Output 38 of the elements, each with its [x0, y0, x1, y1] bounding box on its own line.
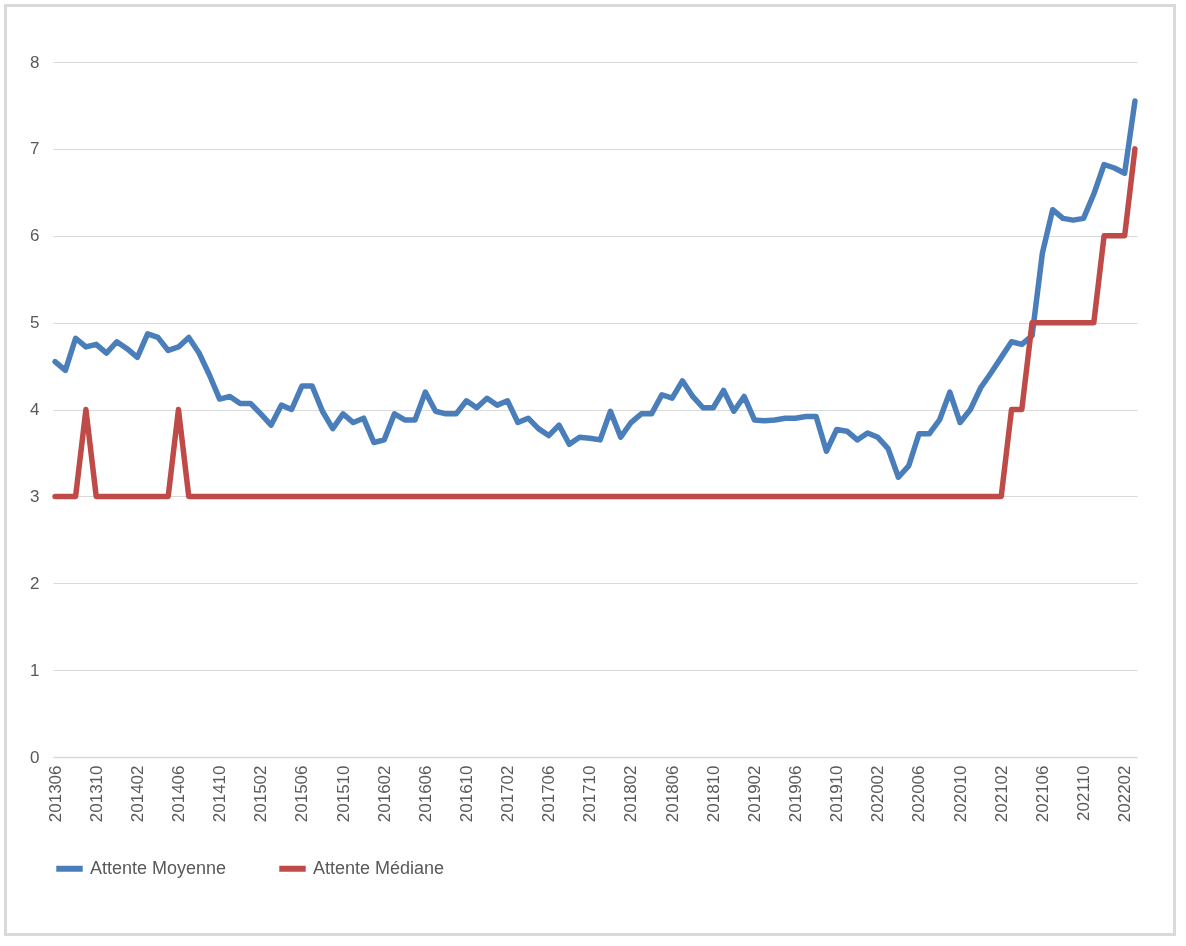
- x-tick-label: 202110: [1074, 765, 1094, 821]
- legend-label: Attente Médiane: [313, 857, 445, 878]
- x-tick-label: 202106: [1032, 765, 1052, 823]
- x-tick-label: 201906: [786, 765, 806, 823]
- y-tick-label: 3: [30, 486, 40, 506]
- x-tick-label: 202102: [991, 765, 1011, 823]
- y-tick-label: 0: [30, 747, 40, 767]
- x-tick-label: 201306: [45, 765, 65, 823]
- x-tick-label: 202010: [950, 765, 970, 823]
- x-tick-label: 202006: [909, 765, 929, 823]
- x-tick-label: 201502: [251, 765, 271, 823]
- x-tick-label: 201310: [86, 765, 106, 823]
- x-tick-label: 201710: [580, 765, 600, 823]
- x-tick-label: 201402: [127, 765, 147, 823]
- x-tick-label: 201510: [333, 765, 353, 823]
- x-tick-label: 201702: [498, 765, 518, 823]
- x-tick-label: 201706: [539, 765, 559, 823]
- y-tick-label: 6: [30, 226, 40, 246]
- x-tick-label: 201506: [292, 765, 312, 823]
- y-tick-label: 1: [30, 660, 40, 680]
- y-tick-label: 8: [30, 52, 40, 72]
- x-tick-label: 201406: [168, 765, 188, 823]
- x-tick-label: 201610: [456, 765, 476, 823]
- x-tick-label: 201802: [621, 765, 641, 823]
- x-tick-label: 201606: [415, 765, 435, 823]
- x-tick-label: 201910: [827, 765, 847, 823]
- x-tick-label: 201810: [703, 765, 723, 823]
- legend-label: Attente Moyenne: [90, 857, 227, 878]
- y-tick-label: 4: [30, 400, 40, 419]
- y-tick-label: 5: [30, 313, 40, 333]
- x-tick-label: 202002: [868, 765, 888, 823]
- x-tick-label: 202202: [1115, 765, 1135, 823]
- y-tick-label: 7: [30, 139, 40, 159]
- x-tick-label: 201410: [210, 765, 230, 823]
- x-tick-label: 201902: [744, 765, 764, 823]
- y-tick-label: 2: [30, 573, 40, 593]
- x-tick-label: 201806: [662, 765, 682, 823]
- x-tick-label: 201602: [374, 765, 394, 823]
